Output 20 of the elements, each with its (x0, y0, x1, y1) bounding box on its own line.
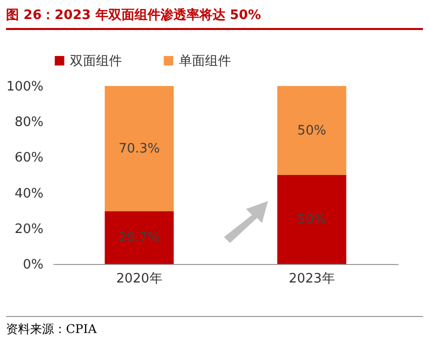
bar (104, 211, 174, 264)
bar (104, 86, 174, 212)
y-tick-label: 0% (22, 258, 44, 272)
text: 资料来源：CPIA (6, 316, 423, 338)
bar (277, 86, 346, 175)
data-label: 50% (297, 124, 326, 138)
y-tick-label: 100% (6, 80, 44, 94)
data-label: 29.7% (118, 230, 160, 246)
data-label: 70.3% (118, 142, 160, 157)
legend-label: 单面组件 (179, 54, 231, 69)
chart-title: 图 26：2023 年双面组件渗透率将达 50% (6, 6, 423, 30)
bar (277, 175, 346, 264)
y-tick-label: 60% (14, 150, 44, 166)
y-tick-label: 80% (14, 115, 44, 130)
y-tick-label: 40% (14, 186, 44, 202)
data-label: 50% (297, 212, 326, 228)
legend-label: 双面组件 (70, 54, 122, 69)
x-tick-label: 2023年 (288, 272, 335, 286)
x-tick-label: 2020年 (116, 272, 162, 286)
y-tick-label: 20% (14, 222, 44, 237)
